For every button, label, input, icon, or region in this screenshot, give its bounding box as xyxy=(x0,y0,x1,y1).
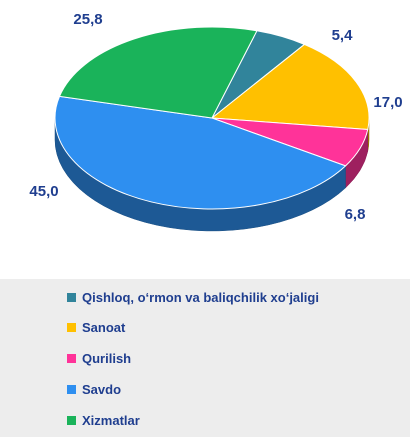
data-label-qurilish: 6,8 xyxy=(345,206,366,223)
legend-label-qishloq: Qishloq, o‘rmon va baliqchilik xo‘jaligi xyxy=(82,289,319,305)
legend-swatch-qurilish xyxy=(67,353,76,363)
data-label-xizmatlar: 25,8 xyxy=(73,11,102,28)
data-label-sanoat: 17,0 xyxy=(373,94,402,111)
legend-swatch-xizmatlar xyxy=(67,415,76,425)
legend-item-savdo: Savdo xyxy=(67,380,121,398)
data-label-savdo: 45,0 xyxy=(29,183,58,200)
legend-label-qurilish: Qurilish xyxy=(82,350,132,366)
legend: Qishloq, o‘rmon va baliqchilik xo‘jaligi… xyxy=(0,279,410,437)
pie-slice-xizmatlar xyxy=(58,26,258,119)
legend-label-sanoat: Sanoat xyxy=(82,319,126,335)
pie-slice-savdo xyxy=(54,95,347,210)
legend-swatch-sanoat xyxy=(67,322,76,332)
legend-item-qishloq: Qishloq, o‘rmon va baliqchilik xo‘jaligi xyxy=(67,288,319,306)
pie-chart: 5,4 17,0 6,8 45,0 25,8 xyxy=(29,11,403,232)
legend-item-sanoat: Sanoat xyxy=(67,318,125,336)
legend-item-xizmatlar: Xizmatlar xyxy=(67,411,140,429)
data-label-qishloq: 5,4 xyxy=(332,27,354,44)
legend-swatch-savdo xyxy=(67,384,76,394)
legend-label-savdo: Savdo xyxy=(82,381,122,397)
pie-slice-sanoat xyxy=(210,43,370,131)
legend-label-xizmatlar: Xizmatlar xyxy=(82,412,140,428)
legend-swatch-qishloq xyxy=(67,292,76,302)
legend-item-qurilish: Qurilish xyxy=(67,349,131,367)
